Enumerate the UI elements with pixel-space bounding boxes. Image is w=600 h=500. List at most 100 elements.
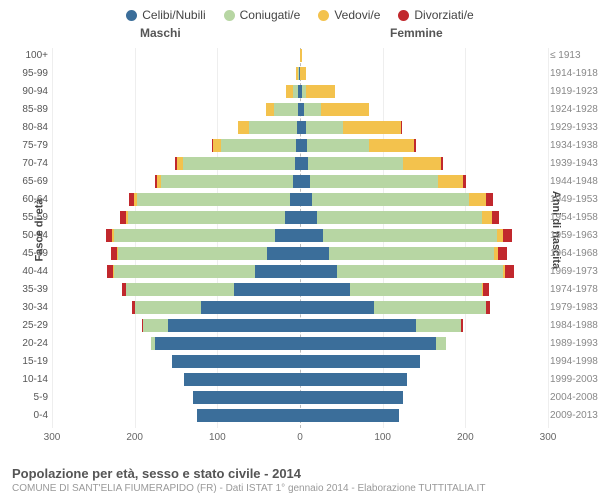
bar-segment xyxy=(438,175,463,188)
bar-segment xyxy=(184,373,300,386)
age-row: 60-641949-1953 xyxy=(52,192,548,207)
bar-segment xyxy=(111,247,118,260)
year-label: 1929-1933 xyxy=(550,120,600,135)
bar-segment xyxy=(238,121,249,134)
age-label: 90-94 xyxy=(12,84,48,99)
bar-segment xyxy=(285,211,300,224)
age-row: 65-691944-1948 xyxy=(52,174,548,189)
year-label: 1924-1928 xyxy=(550,102,600,117)
year-label: 1989-1993 xyxy=(550,336,600,351)
x-axis: 3002001000100200300 xyxy=(52,432,548,452)
bar-segment xyxy=(482,211,492,224)
age-row: 90-941919-1923 xyxy=(52,84,548,99)
year-label: 1969-1973 xyxy=(550,264,600,279)
bar-segment xyxy=(300,265,337,278)
age-row: 0-42009-2013 xyxy=(52,408,548,423)
bar-segment xyxy=(300,49,302,62)
male-bar xyxy=(155,175,300,188)
age-label: 40-44 xyxy=(12,264,48,279)
male-bar xyxy=(175,157,300,170)
age-label: 55-59 xyxy=(12,210,48,225)
female-bar xyxy=(300,67,306,80)
bar-segment xyxy=(300,67,306,80)
female-bar xyxy=(300,247,507,260)
female-bar xyxy=(300,373,407,386)
male-bar xyxy=(106,229,300,242)
female-bar xyxy=(300,337,446,350)
bar-segment xyxy=(249,121,297,134)
female-bar xyxy=(300,121,402,134)
bar-segment xyxy=(306,85,335,98)
age-label: 70-74 xyxy=(12,156,48,171)
bar-segment xyxy=(312,193,469,206)
year-label: 1979-1983 xyxy=(550,300,600,315)
bar-segment xyxy=(403,157,440,170)
age-row: 20-241989-1993 xyxy=(52,336,548,351)
legend-item: Celibi/Nubili xyxy=(126,8,205,22)
bar-segment xyxy=(201,301,300,314)
bar-segment xyxy=(304,103,321,116)
age-row: 55-591954-1958 xyxy=(52,210,548,225)
age-row: 70-741939-1943 xyxy=(52,156,548,171)
age-label: 75-79 xyxy=(12,138,48,153)
bar-segment xyxy=(118,247,267,260)
legend-swatch xyxy=(318,10,329,21)
bar-segment xyxy=(221,139,295,152)
female-bar xyxy=(300,301,490,314)
female-bar xyxy=(300,193,493,206)
bar-segment xyxy=(483,283,490,296)
age-label: 10-14 xyxy=(12,372,48,387)
bar-segment xyxy=(143,319,168,332)
bar-segment xyxy=(177,157,184,170)
bar-segment xyxy=(161,175,293,188)
bar-segment xyxy=(461,319,463,332)
legend-item: Vedovi/e xyxy=(318,8,380,22)
male-bar xyxy=(193,391,300,404)
male-bar xyxy=(212,139,300,152)
age-label: 30-34 xyxy=(12,300,48,315)
bar-segment xyxy=(317,211,482,224)
female-bar xyxy=(300,265,514,278)
bar-segment xyxy=(300,337,436,350)
bar-segment xyxy=(293,175,300,188)
female-bar xyxy=(300,229,512,242)
bar-segment xyxy=(183,157,295,170)
year-label: 1964-1968 xyxy=(550,246,600,261)
age-row: 25-291984-1988 xyxy=(52,318,548,333)
age-row: 100+≤ 1913 xyxy=(52,48,548,63)
year-label: 1954-1958 xyxy=(550,210,600,225)
bar-segment xyxy=(350,283,482,296)
bar-segment xyxy=(416,319,461,332)
male-bar xyxy=(107,265,300,278)
age-label: 65-69 xyxy=(12,174,48,189)
age-row: 15-191994-1998 xyxy=(52,354,548,369)
female-bar xyxy=(300,355,420,368)
year-label: 1994-1998 xyxy=(550,354,600,369)
bar-segment xyxy=(486,301,490,314)
bar-segment xyxy=(300,157,308,170)
x-tick: 200 xyxy=(126,432,143,443)
bar-segment xyxy=(436,337,446,350)
header-male: Maschi xyxy=(140,26,181,40)
male-bar xyxy=(132,301,300,314)
bar-segment xyxy=(300,319,416,332)
age-label: 5-9 xyxy=(12,390,48,405)
bar-segment xyxy=(374,301,486,314)
age-row: 45-491964-1968 xyxy=(52,246,548,261)
bar-segment xyxy=(307,139,369,152)
gridline xyxy=(548,48,549,428)
bar-segment xyxy=(503,229,511,242)
x-tick: 100 xyxy=(209,432,226,443)
male-bar xyxy=(120,211,300,224)
male-bar xyxy=(129,193,300,206)
bar-segment xyxy=(306,121,343,134)
year-label: 1959-1963 xyxy=(550,228,600,243)
year-label: 1919-1923 xyxy=(550,84,600,99)
female-bar xyxy=(300,49,302,62)
bar-segment xyxy=(300,391,403,404)
bar-segment xyxy=(213,139,221,152)
year-label: ≤ 1913 xyxy=(550,48,600,63)
male-bar xyxy=(151,337,300,350)
year-label: 1984-1988 xyxy=(550,318,600,333)
bar-segment xyxy=(469,193,486,206)
